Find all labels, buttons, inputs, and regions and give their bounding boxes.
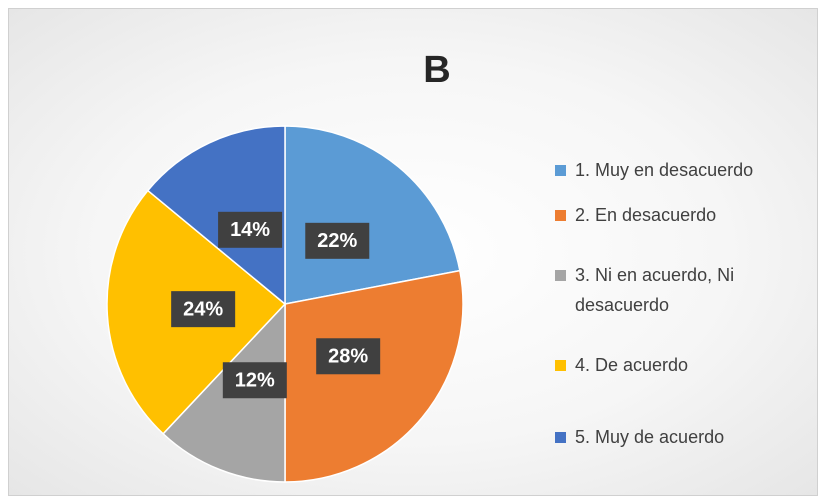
legend-label: 4. De acuerdo [575,355,689,375]
legend-label: 5. Muy de acuerdo [575,427,725,447]
pie-slice [284,269,464,483]
data-label: 14% [230,219,270,241]
legend-label: 1. Muy en desacuerdo [575,160,754,180]
data-label: 22% [317,230,357,252]
data-label-box [305,222,370,259]
legend-swatch [555,165,566,176]
chart-title: B [423,49,450,91]
legend-swatch [555,432,566,443]
legend-swatch [555,210,566,221]
data-label: 24% [183,298,223,320]
legend-item: 5. Muy de acuerdo [555,422,817,452]
data-label: 28% [328,346,368,368]
legend-swatch [555,360,566,371]
legend-item: 2. En desacuerdo [555,200,817,230]
data-label-box [171,291,236,328]
data-label-box [218,211,283,248]
legend-item: 4. De acuerdo [555,350,817,380]
legend-label: 2. En desacuerdo [575,205,717,225]
pie-slice [146,125,286,306]
legend-label: 3. Ni en acuerdo, Ni desacuerdo [575,265,735,315]
legend-swatch [555,270,566,281]
data-label-box [316,338,381,375]
legend-item: 1. Muy en desacuerdo [555,155,817,185]
legend-item: 3. Ni en acuerdo, Ni desacuerdo [555,260,817,320]
pie-slice [284,125,461,305]
data-label-box [222,362,287,399]
data-label: 12% [235,370,275,392]
